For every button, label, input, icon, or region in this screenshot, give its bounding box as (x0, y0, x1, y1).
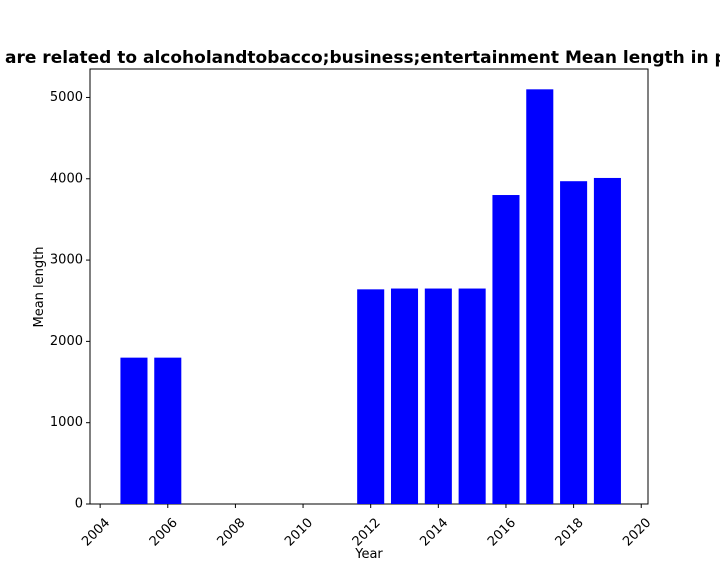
x-tick-label: 2010 (282, 515, 316, 549)
x-axis-label: Year (354, 547, 383, 562)
bar-2013 (390, 288, 419, 504)
y-tick-label: 1000 (50, 415, 83, 430)
bar-2016 (492, 195, 520, 505)
x-tick-label: 2004 (79, 515, 113, 549)
x-tick-label: 2012 (350, 515, 384, 549)
y-axis-label: Mean length (32, 247, 47, 328)
bar-2012 (357, 289, 385, 504)
x-tick-label: 2016 (485, 515, 519, 549)
bar-2014 (424, 288, 452, 504)
bar-2018 (560, 181, 588, 504)
chart-title: are related to alcoholandtobacco;busines… (5, 48, 720, 68)
bar-2017 (526, 89, 554, 505)
y-tick-label: 4000 (50, 171, 83, 186)
x-tick-label: 2008 (214, 515, 248, 549)
bar-2019 (593, 177, 621, 504)
bar-2005 (120, 357, 148, 504)
y-tick-label: 0 (75, 497, 83, 512)
bar-2006 (154, 357, 182, 504)
x-tick-label: 2020 (620, 515, 654, 549)
y-tick-label: 5000 (50, 90, 83, 105)
x-tick-label: 2018 (553, 515, 587, 549)
x-tick-label: 2014 (417, 515, 451, 549)
bar-2015 (458, 288, 486, 504)
x-tick-label: 2006 (147, 515, 181, 549)
y-tick-label: 2000 (50, 334, 83, 349)
y-tick-label: 3000 (50, 253, 83, 268)
